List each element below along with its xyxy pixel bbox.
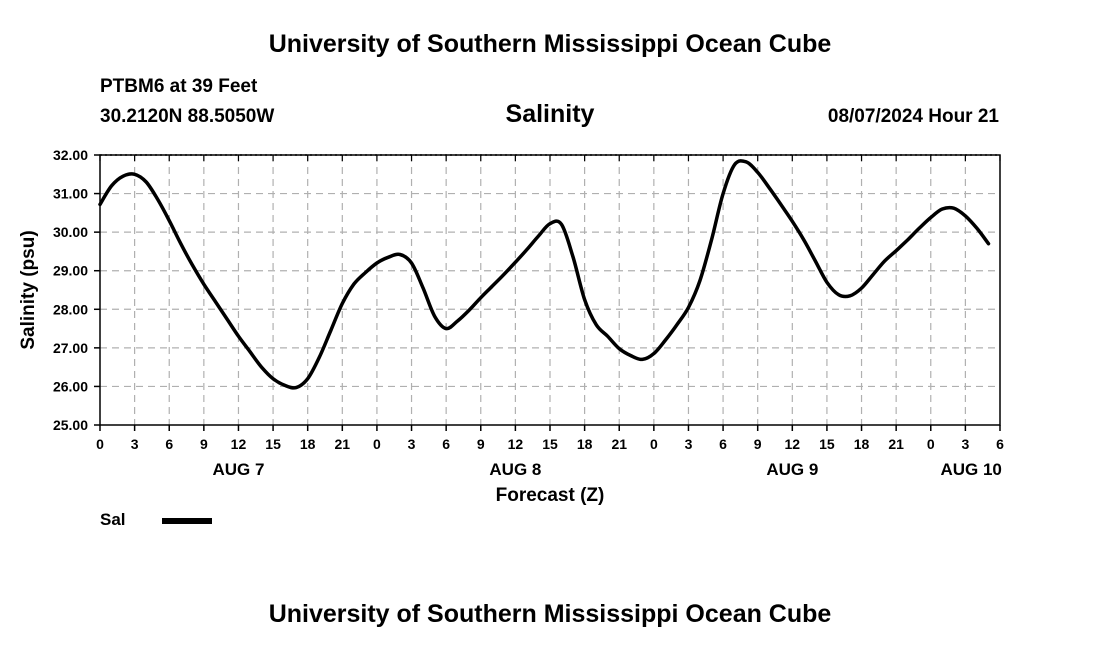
- forecast-datetime: 08/07/2024 Hour 21: [827, 106, 999, 127]
- station-coordinates: 30.2120N 88.5050W: [100, 106, 275, 127]
- x-tick-label: 3: [131, 436, 139, 452]
- x-tick-label: 3: [408, 436, 416, 452]
- y-axis-label: Salinity (psu): [18, 230, 39, 349]
- plot-title: Salinity: [505, 100, 595, 128]
- x-tick-label: 21: [335, 436, 351, 452]
- day-label: AUG 8: [489, 460, 541, 479]
- x-tick-label: 0: [650, 436, 658, 452]
- x-tick-label: 9: [754, 436, 762, 452]
- legend-label: Sal: [100, 510, 126, 529]
- day-label: AUG 7: [212, 460, 264, 479]
- x-tick-label: 12: [231, 436, 247, 452]
- x-tick-label: 9: [477, 436, 485, 452]
- station-label: PTBM6 at 39 Feet: [100, 76, 258, 97]
- y-tick-label: 25.00: [53, 417, 88, 433]
- day-label: AUG 10: [940, 460, 1001, 479]
- y-tick-label: 32.00: [53, 147, 88, 163]
- y-axis: 25.00 26.00 27.00 28.00 29.00 30.00 31.00 32.00: [53, 147, 100, 433]
- x-tick-label: 21: [888, 436, 904, 452]
- x-tick-label: 21: [611, 436, 627, 452]
- x-tick-label: 0: [96, 436, 104, 452]
- salinity-chart: 25.00 26.00 27.00 28.00 29.00 30.00 31.00 32.00…: [18, 147, 1004, 529]
- x-tick-label: 6: [719, 436, 727, 452]
- x-tick-label: 3: [961, 436, 969, 452]
- x-tick-label: 12: [508, 436, 524, 452]
- y-tick-label: 28.00: [53, 301, 88, 317]
- x-axis-label: Forecast (Z): [496, 485, 605, 506]
- chart-main-title: University of Southern Mississippi Ocean…: [268, 30, 832, 58]
- x-tick-label: 6: [442, 436, 450, 452]
- x-tick-label: 9: [200, 436, 208, 452]
- x-tick-label: 15: [265, 436, 281, 452]
- grid-lines: [100, 154, 1000, 425]
- x-tick-label: 6: [165, 436, 173, 452]
- x-tick-label: 18: [300, 436, 316, 452]
- day-label: AUG 9: [766, 460, 818, 479]
- x-axis: 0 3 6 9 12 15 18 21 0 3 6 9 12 15 18 21 0 3 6 9 12 15 18 21 0 3 6 A…: [96, 155, 1004, 479]
- x-tick-label: 6: [996, 436, 1004, 452]
- y-tick-label: 30.00: [53, 224, 88, 240]
- salinity-series-line: [98, 159, 991, 390]
- y-tick-label: 31.00: [53, 186, 88, 202]
- x-tick-label: 0: [927, 436, 935, 452]
- x-tick-label: 15: [819, 436, 835, 452]
- footer-title: University of Southern Mississippi Ocean…: [268, 600, 832, 628]
- x-tick-label: 15: [542, 436, 558, 452]
- x-tick-label: 0: [373, 436, 381, 452]
- x-tick-label: 18: [854, 436, 870, 452]
- y-tick-label: 26.00: [53, 378, 88, 394]
- x-tick-label: 12: [785, 436, 801, 452]
- y-tick-label: 29.00: [53, 263, 88, 279]
- y-tick-label: 27.00: [53, 340, 88, 356]
- x-tick-label: 18: [577, 436, 593, 452]
- x-tick-label: 3: [685, 436, 693, 452]
